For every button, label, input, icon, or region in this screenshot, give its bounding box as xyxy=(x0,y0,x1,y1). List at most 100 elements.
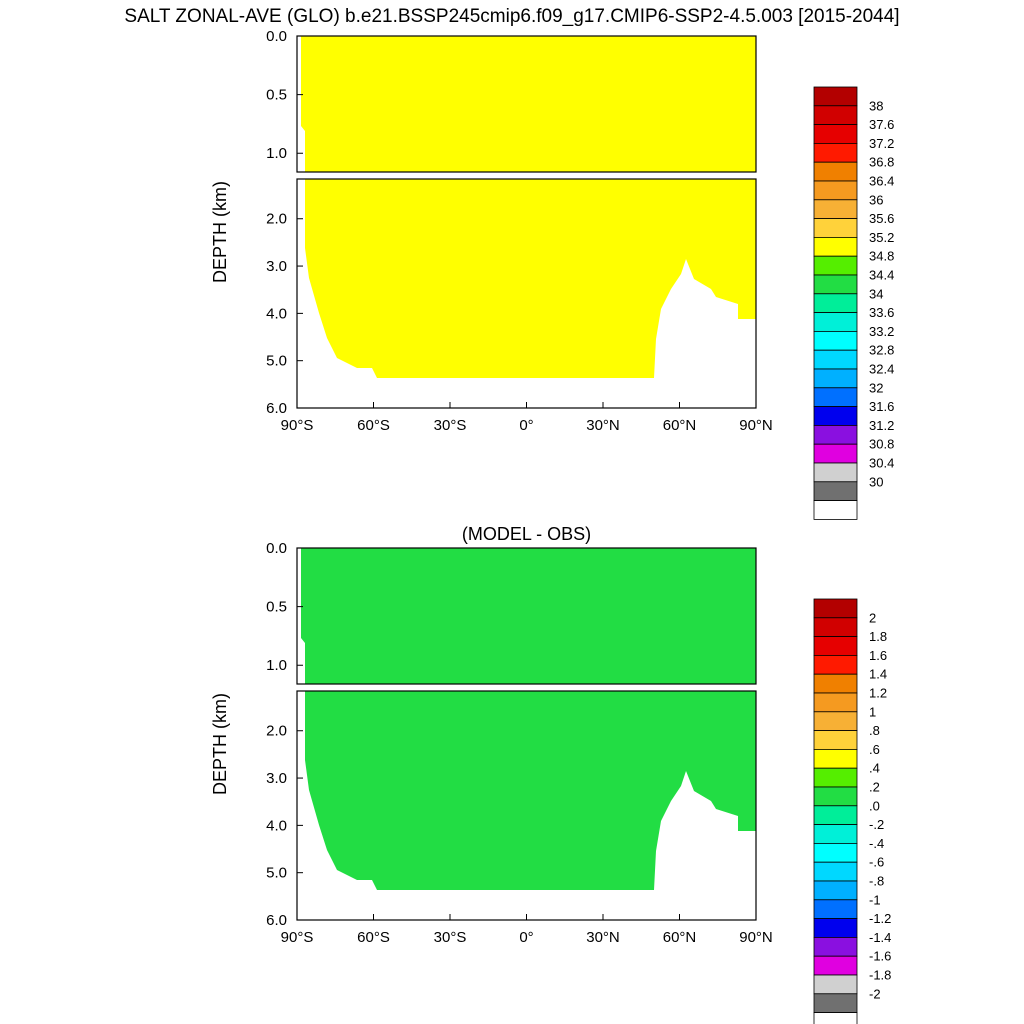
colorbar-label: -.6 xyxy=(869,855,884,870)
colorbar-label: 32.8 xyxy=(869,343,894,358)
x-tick-label: 90°S xyxy=(281,417,314,434)
colorbar-swatch xyxy=(813,655,858,675)
colorbar-swatch xyxy=(813,255,858,276)
colorbar-label: 37.2 xyxy=(869,136,894,151)
upper-frame xyxy=(296,547,757,685)
colorbar-label: 32 xyxy=(869,380,883,395)
colorbar-swatch xyxy=(813,767,858,788)
colorbar-label: -.8 xyxy=(869,874,884,889)
colorbar-swatch xyxy=(813,955,858,976)
colorbar-label: 37.6 xyxy=(869,117,894,132)
colorbar-swatch xyxy=(813,786,858,807)
colorbar-label: .0 xyxy=(869,798,880,813)
colorbar-label: -.2 xyxy=(869,817,884,832)
colorbar-label: .8 xyxy=(869,723,880,738)
colorbar-label: -1 xyxy=(869,892,881,907)
upper-frame xyxy=(296,35,757,173)
y-tick-label: 0.5 xyxy=(266,87,287,104)
colorbar-swatch xyxy=(813,462,858,483)
colorbar-swatch xyxy=(813,481,858,501)
x-tick-label: 90°N xyxy=(739,417,773,434)
colorbar-swatch xyxy=(813,199,858,220)
colorbar-swatch xyxy=(813,218,858,238)
colorbar-label: 34.8 xyxy=(869,249,894,264)
x-tick-label: 90°S xyxy=(281,929,314,946)
colorbar-label: 1.4 xyxy=(869,667,887,682)
colorbar-label: 35.6 xyxy=(869,211,894,226)
colorbar-label: 36.8 xyxy=(869,155,894,170)
colorbar-label: 32.4 xyxy=(869,362,894,377)
x-tick-label: 0° xyxy=(519,417,533,434)
colorbar-label: 30.4 xyxy=(869,456,894,471)
colorbar-swatch xyxy=(813,974,858,995)
colorbar-swatch xyxy=(813,424,858,445)
colorbar-swatch xyxy=(813,861,858,882)
y-tick-label: 0.5 xyxy=(266,599,287,616)
colorbar-swatch xyxy=(813,692,858,713)
colorbar-swatch xyxy=(813,86,858,107)
colorbar-swatch xyxy=(813,161,858,182)
colorbar-label: 35.2 xyxy=(869,230,894,245)
colorbar-swatch xyxy=(813,636,858,656)
y-tick-label: 3.0 xyxy=(266,258,287,275)
colorbar-label: -1.6 xyxy=(869,949,891,964)
colorbar-label: 1.6 xyxy=(869,648,887,663)
x-tick-label: 60°N xyxy=(663,417,697,434)
colorbar-swatch xyxy=(813,349,858,370)
colorbar-swatch xyxy=(813,105,858,126)
colorbar-label: 33.2 xyxy=(869,324,894,339)
colorbar-swatch xyxy=(813,330,858,351)
colorbar-swatch xyxy=(813,180,858,201)
colorbar-label: -1.2 xyxy=(869,911,891,926)
colorbar-label: 36 xyxy=(869,192,883,207)
colorbar-swatch xyxy=(813,711,858,731)
y-axis-label: DEPTH (km) xyxy=(210,181,230,283)
colorbar-swatch xyxy=(813,993,858,1013)
colorbar-swatch xyxy=(813,293,858,313)
colorbar-label: -2 xyxy=(869,986,881,1001)
y-tick-label: 2.0 xyxy=(266,211,287,228)
colorbar-label: .4 xyxy=(869,761,880,776)
x-tick-label: 60°N xyxy=(663,929,697,946)
colorbar-swatch xyxy=(813,368,858,389)
colorbar-label: .2 xyxy=(869,780,880,795)
colorbar-swatch xyxy=(813,824,858,844)
y-tick-label: 6.0 xyxy=(266,400,287,417)
y-tick-label: 1.0 xyxy=(266,145,287,162)
colorbar-swatch xyxy=(813,387,858,407)
colorbar-label: 31.2 xyxy=(869,418,894,433)
colorbar-label: -1.8 xyxy=(869,968,891,983)
colorbar-label: 31.6 xyxy=(869,399,894,414)
colorbar-swatch xyxy=(813,843,858,863)
colorbar-label: 34 xyxy=(869,286,883,301)
panel-salinity: 90°S 60°S 30°S 0° 30°N 60°N 90°N 0.0 0.5 1.0 2.0 3.… xyxy=(210,28,894,520)
colorbar-label: 2 xyxy=(869,610,876,625)
colorbar-swatch xyxy=(813,730,858,750)
colorbar-swatch xyxy=(813,937,858,957)
x-tick-label: 30°N xyxy=(586,417,620,434)
colorbar-swatch xyxy=(813,124,858,144)
main-title: SALT ZONAL-AVE (GLO) b.e21.BSSP245cmip6.… xyxy=(124,6,900,27)
colorbar-swatch xyxy=(813,312,858,332)
upper-section-fill xyxy=(301,36,756,172)
y-tick-label: 4.0 xyxy=(266,305,287,322)
colorbar-label: 34.4 xyxy=(869,268,894,283)
lower-section-fill xyxy=(305,691,756,890)
x-tick-label: 0° xyxy=(519,929,533,946)
colorbar-swatch xyxy=(813,443,858,464)
colorbar-swatch xyxy=(813,598,858,619)
lower-section-fill xyxy=(305,179,756,378)
colorbar-swatch xyxy=(813,880,858,901)
colorbar-swatch xyxy=(813,142,858,163)
colorbar-swatch xyxy=(813,274,858,295)
panel-model-minus-obs: (MODEL - OBS) 90°S 60°S 30°S 0° 30°N 60°N 90°N 0… xyxy=(210,524,891,1024)
y-tick-label: 0.0 xyxy=(266,540,287,557)
y-axis-label: DEPTH (km) xyxy=(210,693,230,795)
y-tick-label: 5.0 xyxy=(266,353,287,370)
colorbar-label: 30 xyxy=(869,474,883,489)
colorbar-label: 33.6 xyxy=(869,305,894,320)
colorbar-label: 1.8 xyxy=(869,629,887,644)
y-tick-label: 4.0 xyxy=(266,817,287,834)
y-tick-label: 1.0 xyxy=(266,657,287,674)
